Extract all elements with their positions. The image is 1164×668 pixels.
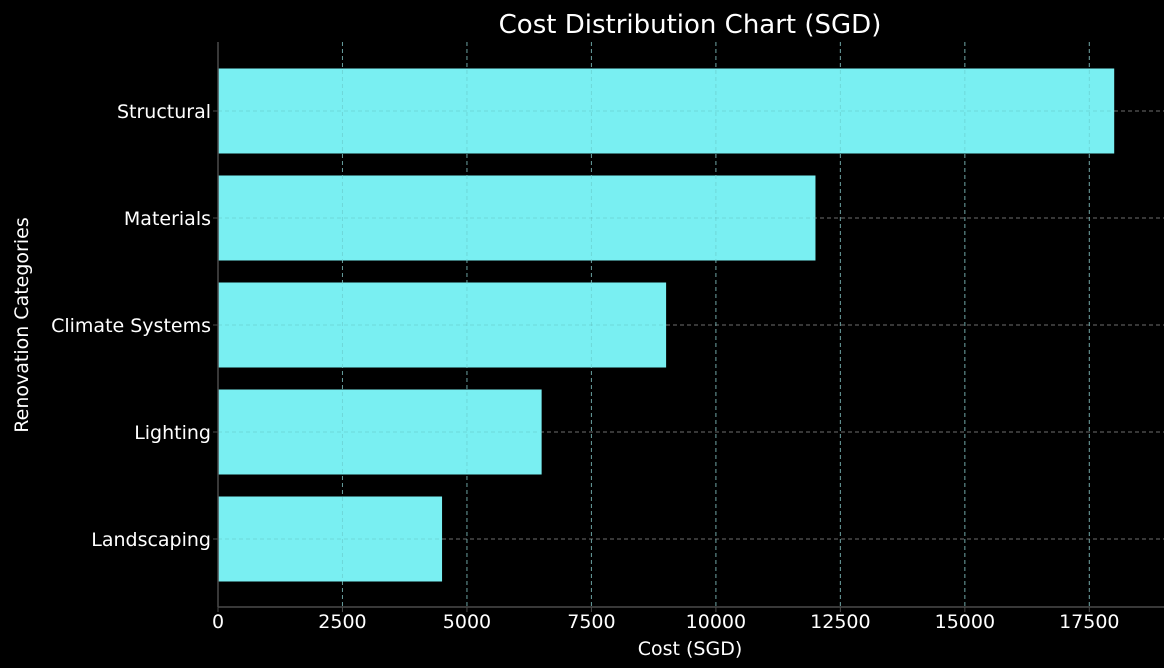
y-tick-label: Structural (117, 101, 211, 123)
x-tick-label: 15000 (935, 611, 995, 633)
y-tick-label: Climate Systems (51, 315, 211, 337)
x-tick-labels: 0 2500 5000 7500 10000 12500 15000 17500 (212, 607, 1120, 633)
x-tick-label: 0 (212, 611, 224, 633)
y-tick-labels: Structural Materials Climate Systems Lighti… (51, 101, 218, 551)
x-tick-label: 10000 (686, 611, 746, 633)
x-tick-label: 5000 (443, 611, 491, 633)
y-tick-label: Landscaping (91, 529, 211, 551)
x-tick-label: 12500 (810, 611, 870, 633)
x-tick-label: 7500 (567, 611, 615, 633)
x-tick-label: 17500 (1059, 611, 1119, 633)
y-tick-label: Materials (124, 208, 211, 230)
bars (218, 42, 1115, 607)
x-axis-label: Cost (SGD) (638, 638, 743, 660)
chart-title: Cost Distribution Chart (SGD) (499, 10, 882, 40)
x-tick-label: 2500 (318, 611, 366, 633)
y-axis-label: Renovation Categories (11, 217, 33, 432)
y-tick-label: Lighting (134, 422, 211, 444)
